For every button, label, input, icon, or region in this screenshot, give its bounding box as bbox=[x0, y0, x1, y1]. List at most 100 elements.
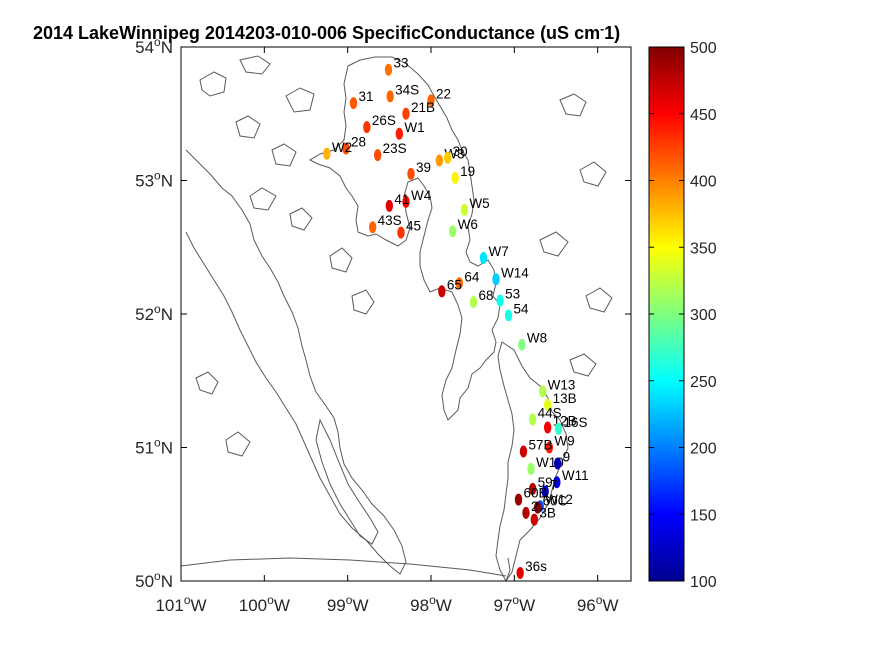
station-label: 44S bbox=[538, 405, 562, 420]
lat-tick-label: 51oN bbox=[135, 436, 173, 458]
station-marker bbox=[373, 149, 382, 162]
station-marker bbox=[443, 151, 452, 164]
station-label: 34S bbox=[395, 82, 419, 97]
lat-tick-label: 52oN bbox=[135, 302, 173, 324]
station-label: 54 bbox=[514, 301, 530, 316]
colorbar-ticks: 100 150 200 250 300 350 400 450 500 bbox=[649, 40, 717, 591]
station-marker bbox=[553, 476, 561, 489]
station-marker bbox=[543, 398, 552, 411]
inland-lake-4 bbox=[235, 115, 261, 139]
map-background bbox=[181, 47, 631, 581]
station-marker bbox=[384, 63, 393, 76]
colorbar-tick-label: 500 bbox=[690, 40, 717, 57]
colorbar-tick-label: 450 bbox=[690, 107, 717, 124]
station-label: 68 bbox=[479, 288, 494, 303]
inland-lake-2 bbox=[239, 55, 271, 75]
station-label: 36s bbox=[525, 559, 547, 574]
station-label: W1 bbox=[404, 120, 424, 135]
station-label: 60C bbox=[543, 494, 568, 509]
lon-tick-label: 100oW bbox=[239, 593, 290, 615]
station-marker bbox=[527, 462, 535, 475]
station-marker bbox=[518, 338, 526, 351]
inland-lake-8 bbox=[329, 247, 353, 273]
inland-lake-1 bbox=[199, 71, 227, 97]
station-marker bbox=[530, 513, 539, 526]
station-marker bbox=[455, 277, 464, 290]
inland-lake-9 bbox=[351, 289, 375, 315]
station-label: 9 bbox=[563, 450, 571, 465]
station-label: 16S bbox=[564, 415, 588, 430]
inland-lake-15 bbox=[195, 371, 219, 395]
station-label: W11 bbox=[562, 468, 589, 483]
station-marker bbox=[554, 422, 563, 435]
station-marker bbox=[342, 142, 350, 155]
station-label: W9 bbox=[554, 434, 574, 449]
station-marker bbox=[402, 107, 410, 120]
inland-lake-6 bbox=[249, 187, 277, 211]
station-marker bbox=[397, 226, 405, 239]
station-marker bbox=[469, 295, 478, 308]
station-label: 21B bbox=[411, 100, 435, 115]
longitude-axis: 101oW 100oW 99oW 98oW 97oW 96oW bbox=[155, 47, 618, 615]
assiniboine-river bbox=[181, 557, 507, 577]
station-label: 65 bbox=[447, 277, 462, 292]
station-label: 19 bbox=[460, 164, 475, 179]
station-marker bbox=[519, 445, 528, 458]
lon-tick-label: 101oW bbox=[155, 593, 206, 615]
station-marker bbox=[438, 285, 446, 298]
lake-manitoba-south bbox=[315, 418, 379, 545]
station-label: 64 bbox=[464, 269, 480, 284]
station-marker bbox=[427, 94, 435, 107]
station-label: 28 bbox=[351, 134, 366, 149]
station-marker bbox=[323, 147, 331, 160]
station-marker bbox=[538, 385, 547, 398]
station-marker bbox=[435, 154, 444, 167]
colorbar-tick-label: 250 bbox=[690, 374, 717, 391]
station-label: 57B bbox=[529, 438, 553, 453]
lat-tick-label: 50oN bbox=[135, 569, 173, 591]
station-label: 45 bbox=[406, 219, 421, 234]
inland-lake-16 bbox=[225, 431, 251, 457]
station-label: 43S bbox=[378, 213, 402, 228]
station-marker bbox=[492, 273, 500, 286]
station-label: 3B bbox=[539, 506, 556, 521]
station-label: W8 bbox=[527, 331, 547, 346]
station-label: 23S bbox=[383, 141, 407, 156]
station-marker bbox=[545, 441, 554, 454]
colorbar-tick-label: 300 bbox=[690, 307, 717, 324]
inland-lake-12 bbox=[539, 231, 569, 257]
station-marker bbox=[448, 225, 457, 238]
station-marker bbox=[385, 199, 394, 212]
colorbar-tick-label: 400 bbox=[690, 174, 717, 191]
lake-winnipeg-south-basin bbox=[495, 341, 569, 581]
station-marker bbox=[368, 221, 377, 234]
station-label: 13B bbox=[553, 391, 577, 406]
station-marker bbox=[528, 482, 537, 495]
station-label: 22 bbox=[436, 86, 451, 101]
station-marker bbox=[553, 457, 562, 470]
station-marker bbox=[479, 251, 488, 264]
station-marker bbox=[402, 195, 410, 208]
station-label: 7 bbox=[550, 478, 558, 493]
station-label: 26S bbox=[372, 113, 396, 128]
station-marker bbox=[386, 90, 394, 103]
inland-lake-11 bbox=[579, 161, 607, 187]
inland-lake-3 bbox=[285, 87, 315, 113]
colorbar-tick-label: 200 bbox=[690, 441, 717, 458]
station-label: 2 bbox=[531, 499, 539, 514]
station-label: W5 bbox=[469, 196, 489, 211]
red-river bbox=[505, 557, 511, 581]
station-label: W6 bbox=[458, 217, 478, 232]
station-marker bbox=[533, 501, 542, 514]
station-label: 39 bbox=[416, 160, 431, 175]
inland-lake-10 bbox=[559, 93, 587, 117]
station-marker bbox=[504, 309, 513, 322]
lake-winnipeg-north-basin bbox=[308, 56, 501, 421]
lake-winnipegosis bbox=[185, 149, 407, 575]
station-label: W14 bbox=[501, 265, 529, 280]
station-marker bbox=[514, 493, 523, 506]
station-label: W13 bbox=[548, 377, 576, 392]
inland-lake-5 bbox=[271, 143, 297, 167]
station-label: 30 bbox=[453, 144, 468, 159]
